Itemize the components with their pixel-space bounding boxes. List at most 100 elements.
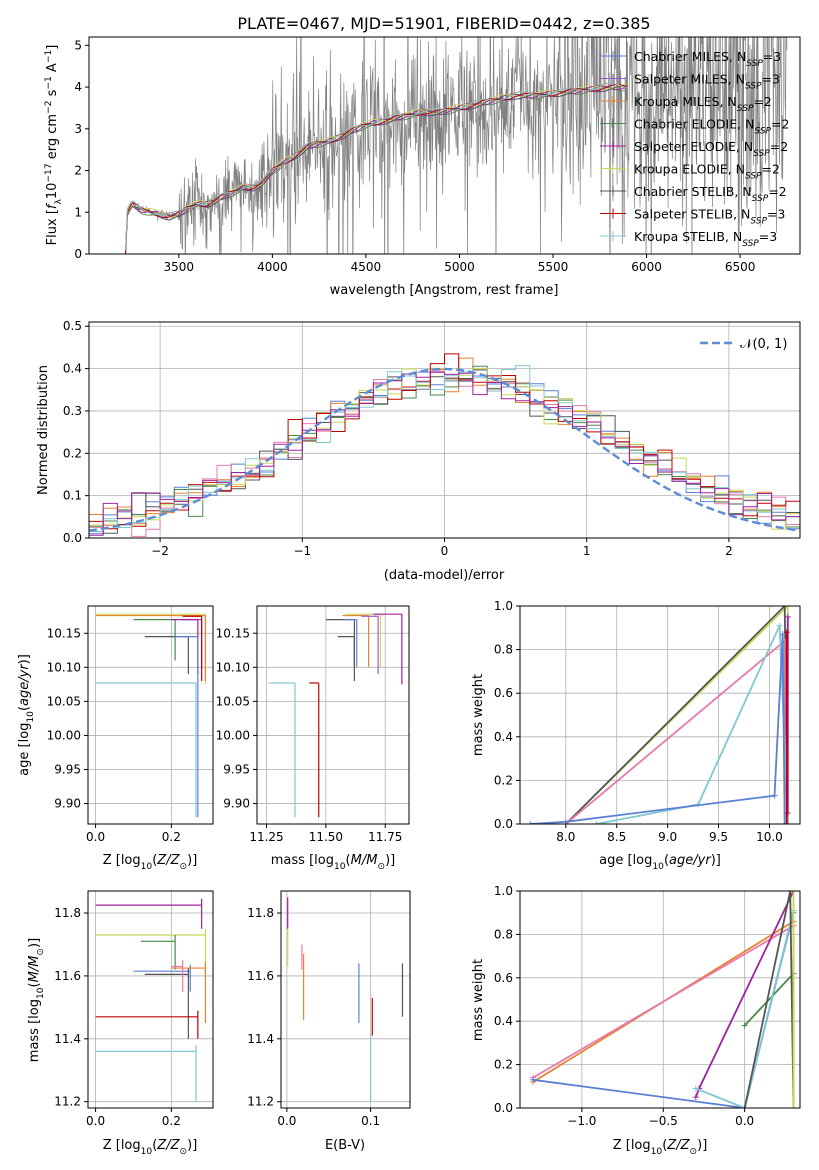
frame: 0.0 0.1 11.2 11.4 11.6 11.8: [247, 890, 411, 1128]
plot-area-spectrum: [122, 37, 788, 254]
y-tick-label: 0.0: [63, 531, 82, 545]
y-tick-label: 0.6: [494, 686, 513, 700]
axes-frame: [519, 605, 801, 825]
y-axis-label: mass [log10(M/M⊙)]: [27, 938, 46, 1062]
y-tick-label: 10.15: [47, 626, 81, 640]
y-tick-label: 0.2: [63, 446, 82, 460]
x-tick-label: 5500: [538, 260, 569, 274]
weight-line-3: [596, 625, 789, 824]
y-tick-label: 3: [74, 122, 82, 136]
y-tick-label: 1.0: [494, 884, 513, 898]
frame: 3500 4000 4500 5000 5500 6000 6500 0 1 2 3 4 5: [74, 36, 801, 274]
axes-spectrum: 3500 4000 4500 5000 5500 6000 6500 0 1 2 3 4 5 wavele…: [44, 36, 801, 298]
y-tick-label: 1.0: [494, 599, 513, 613]
axes-frame: [87, 605, 214, 825]
plot-area-age_vs_mass: [268, 613, 403, 818]
x-axis-label: age [log10(age/yr)]: [599, 853, 721, 872]
y-tick-label: 0.3: [63, 404, 82, 418]
y-tick-label: 11.8: [54, 906, 81, 920]
y-tick-label: 10.10: [47, 660, 81, 674]
y-tick-label: 0.0: [494, 1101, 513, 1115]
y-tick-label: 0.4: [63, 362, 82, 376]
axes-massweight_vs_Z: −1.0 −0.5 0.0 0.0 0.2 0.4 0.6 0.8 1.0 Z [log10(Z/…: [471, 884, 801, 1157]
axes-frame: [87, 890, 214, 1109]
legend-entry: Chabrier MILES, NSSP=3: [634, 49, 781, 69]
y-tick-label: 10.00: [47, 728, 81, 742]
chart-layer: 3500 4000 4500 5000 5500 6000 6500 0 1 2 3 4 5 wavele…: [17, 36, 801, 1157]
x-tick-label: 2: [725, 544, 733, 558]
y-tick-label: 0.8: [494, 643, 513, 657]
histogram-3: [89, 365, 800, 528]
legend-entry: Chabrier ELODIE, NSSP=2: [634, 117, 789, 137]
histogram-7: [89, 365, 800, 533]
legend-entry: Chabrier STELIB, NSSP=2: [634, 184, 787, 204]
model-spectrum-1: [125, 84, 628, 254]
axes-age_vs_Z: 0.0 0.2 9.90 9.95 10.00 10.05 10.10 10.15 Z [log…: [17, 605, 214, 872]
legend-entry: Salpeter STELIB, NSSP=3: [634, 207, 785, 227]
y-tick-label: 11.6: [247, 969, 274, 983]
x-tick-label: 0.0: [86, 1114, 105, 1128]
x-tick-label: 0.0: [277, 1114, 296, 1128]
x-tick-label: −0.5: [649, 1114, 678, 1128]
axes-frame: [519, 890, 801, 1109]
y-tick-label: 11.2: [54, 1095, 81, 1109]
y-tick-label: 9.90: [223, 797, 250, 811]
plot-area-massweight_vs_Z: [530, 891, 797, 1108]
x-tick-label: 6000: [631, 260, 662, 274]
y-tick-label: 0.0: [494, 817, 513, 831]
y-tick-label: 10.15: [216, 626, 250, 640]
x-tick-label: 1: [583, 544, 591, 558]
frame: 11.25 11.50 11.75 9.90 9.95 10.00 10.05 10.10 10…: [216, 605, 410, 844]
frame: 0.0 0.2 9.90 9.95 10.00 10.05 10.10 10.15: [47, 605, 214, 844]
plot-area-massweight_vs_age: [527, 606, 791, 824]
y-tick-label: 0.2: [494, 1058, 513, 1072]
y-tick-label: 0.2: [494, 773, 513, 787]
y-tick-label: 11.6: [54, 969, 81, 983]
y-tick-label: 2: [74, 164, 82, 178]
observed-spectrum: [122, 37, 788, 254]
y-tick-label: 0.8: [494, 927, 513, 941]
y-tick-label: 0.1: [63, 489, 82, 503]
x-tick-label: 3500: [164, 260, 195, 274]
legend-entry: Kroupa STELIB, NSSP=3: [634, 229, 777, 249]
frame: −2 −1 0 1 2 0.0 0.1 0.2 0.3 0.4 0.5: [63, 319, 801, 558]
x-tick-label: 9.5: [709, 830, 728, 844]
axes-frame: [280, 890, 411, 1109]
plot-area-mass_vs_ebv: [287, 897, 404, 1102]
y-tick-label: 1: [74, 205, 82, 219]
axes-massweight_vs_age: 8.0 8.5 9.0 9.5 10.0 0.0 0.2 0.4 0.6 0.8 1.0 age [l…: [471, 599, 801, 872]
x-tick-label: 11.50: [309, 830, 343, 844]
x-axis-label: wavelength [Angstrom, rest frame]: [330, 283, 559, 298]
legend-entry: 𝒩(0, 1): [740, 337, 787, 352]
weight-line-4: [744, 972, 795, 1027]
x-tick-label: −1: [293, 544, 311, 558]
x-tick-label: 11.25: [249, 830, 283, 844]
y-tick-label: 10.10: [216, 660, 250, 674]
histogram-8: [89, 371, 800, 536]
x-axis-label: (data-model)/error: [384, 568, 505, 583]
y-axis-label: Flux [fλ10−17 erg cm−2 s−1 A−1]: [44, 45, 64, 246]
x-tick-label: 9.0: [658, 830, 677, 844]
plot-area-residual_hist: [89, 353, 800, 537]
y-axis-label: mass weight: [471, 959, 486, 1041]
y-tick-label: 0.4: [494, 1014, 513, 1028]
plot-area-age_vs_Z: [95, 613, 207, 818]
y-tick-label: 0.4: [494, 730, 513, 744]
frame: −1.0 −0.5 0.0 0.0 0.2 0.4 0.6 0.8 1.0: [494, 884, 801, 1128]
plot-area-mass_vs_Z: [95, 898, 207, 1102]
axes-age_vs_mass: 11.25 11.50 11.75 9.90 9.95 10.00 10.05 10.10 10…: [216, 605, 410, 872]
legend-entry: Kroupa MILES, NSSP=2: [634, 94, 772, 114]
model-spectrum-5: [125, 83, 627, 254]
y-tick-label: 11.8: [247, 906, 274, 920]
x-axis-label: mass [log10(M/M⊙)]: [271, 853, 395, 872]
axes-mass_vs_Z: 0.0 0.2 11.2 11.4 11.6 11.8 Z [log10(Z/Z⊙)] mas…: [27, 890, 214, 1157]
x-tick-label: 8.5: [607, 830, 626, 844]
axes-mass_vs_ebv: 0.0 0.1 11.2 11.4 11.6 11.8 E(B-V): [247, 890, 411, 1153]
model-spectrum-3: [125, 86, 627, 253]
x-tick-label: 0.0: [86, 830, 105, 844]
histogram-6: [89, 353, 800, 530]
legend-entry: Salpeter ELODIE, NSSP=2: [634, 139, 788, 159]
x-tick-label: 0.0: [735, 1114, 754, 1128]
x-tick-label: 10.0: [756, 830, 783, 844]
